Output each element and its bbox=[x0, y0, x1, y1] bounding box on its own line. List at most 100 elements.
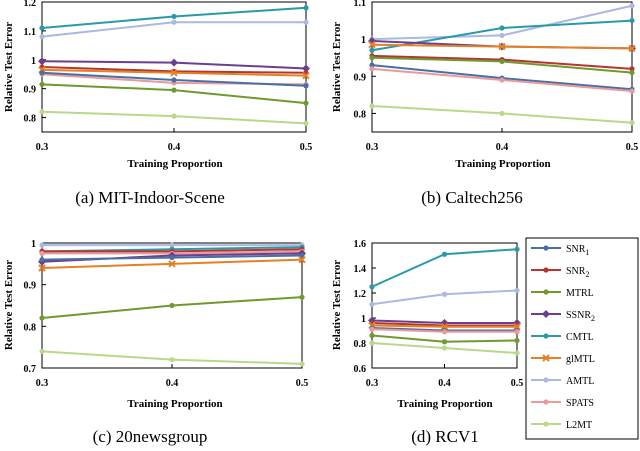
data-point bbox=[369, 301, 375, 307]
y-tick-label: 1.2 bbox=[354, 289, 367, 300]
data-point bbox=[39, 81, 45, 87]
y-tick-label: 0.6 bbox=[354, 364, 367, 375]
series-amtl bbox=[369, 287, 520, 307]
data-point bbox=[39, 348, 45, 354]
series-spats bbox=[369, 66, 635, 94]
data-point bbox=[169, 302, 175, 309]
data-point bbox=[303, 19, 309, 25]
y-tick-label: 0.8 bbox=[24, 114, 37, 125]
y-tick-label: 0.7 bbox=[24, 364, 37, 375]
legend-label: CMTL bbox=[566, 332, 594, 343]
series-spats bbox=[369, 326, 520, 335]
legend-label: glMTL bbox=[566, 354, 595, 365]
series-snr1 bbox=[39, 70, 309, 89]
series-l2mt bbox=[39, 348, 305, 367]
x-axis-label: Training Proportion bbox=[127, 158, 222, 170]
legend-marker bbox=[543, 421, 549, 427]
legend-marker bbox=[542, 310, 550, 318]
series-l2mt bbox=[39, 109, 309, 126]
data-point bbox=[171, 13, 177, 20]
data-point bbox=[369, 47, 375, 53]
legend-item-spats: SPATS bbox=[531, 398, 594, 409]
data-point bbox=[629, 88, 635, 94]
series-glmtl bbox=[368, 41, 636, 53]
data-point bbox=[169, 254, 175, 261]
data-point bbox=[170, 69, 178, 77]
x-tick-label: 0.5 bbox=[300, 142, 313, 153]
data-point bbox=[441, 251, 448, 257]
y-tick-label: 0.9 bbox=[24, 85, 37, 96]
data-point bbox=[169, 357, 175, 363]
data-point bbox=[440, 323, 449, 331]
data-point bbox=[39, 315, 45, 321]
data-point bbox=[514, 350, 520, 356]
y-tick-label: 1.2 bbox=[24, 0, 37, 9]
data-point bbox=[39, 257, 45, 263]
y-tick-label: 0.9 bbox=[24, 281, 37, 292]
data-point bbox=[514, 337, 520, 344]
data-point bbox=[513, 323, 521, 331]
legend-item-glmtl: glMTL bbox=[531, 354, 595, 365]
legend-marker bbox=[542, 354, 550, 362]
legend-item-ssnr2: SSNR2 bbox=[531, 310, 595, 323]
chart-panel-caltech256: 0.8 0.9 1 1.1 0.3 0.4 0.5 Training Proportion Re… bbox=[331, 0, 638, 207]
data-point bbox=[629, 69, 635, 76]
data-point bbox=[303, 5, 309, 11]
series-mtrl bbox=[369, 55, 635, 76]
series-mtrl bbox=[39, 81, 309, 106]
y-tick-label: 0.8 bbox=[354, 109, 367, 120]
legend-item-snr2: SNR2 bbox=[531, 266, 589, 279]
data-point bbox=[299, 252, 305, 259]
data-point bbox=[499, 58, 505, 65]
y-tick-label: 1.1 bbox=[24, 27, 37, 38]
data-point bbox=[39, 34, 45, 40]
x-tick-label: 0.4 bbox=[168, 142, 181, 153]
data-point bbox=[303, 100, 309, 106]
data-point bbox=[39, 109, 45, 115]
x-tick-label: 0.3 bbox=[366, 142, 379, 153]
series-l2mt bbox=[369, 103, 635, 126]
series-snr1 bbox=[39, 252, 305, 263]
data-point bbox=[369, 66, 375, 72]
legend: SNR1 SNR2 MTRL SSNR2 CMTL glMTL AMTL SPATS L2MT bbox=[525, 237, 639, 440]
panel-caption: (c) 20newsgroup bbox=[93, 427, 208, 446]
legend-label: SNR1 bbox=[566, 244, 589, 257]
series-amtl bbox=[39, 19, 309, 40]
data-point bbox=[302, 71, 310, 80]
data-point bbox=[369, 284, 375, 290]
legend-marker bbox=[543, 245, 549, 251]
series-line-mtrl bbox=[41, 83, 307, 105]
legend-label: MTRL bbox=[566, 288, 594, 299]
y-axis-label: Relative Test Error bbox=[331, 22, 343, 112]
data-point bbox=[369, 340, 375, 346]
y-tick-label: 1 bbox=[31, 56, 36, 67]
panel-caption: (a) MIT-Indoor-Scene bbox=[75, 188, 225, 207]
series-glmtl bbox=[38, 255, 306, 272]
data-point bbox=[514, 329, 520, 335]
data-point bbox=[298, 255, 306, 264]
chart-panel-20newsgroup: 0.7 0.8 0.9 1 0.3 0.4 0.5 Training Proportion Re… bbox=[3, 239, 308, 446]
data-point bbox=[39, 70, 45, 76]
x-axis-label: Training Proportion bbox=[455, 158, 550, 170]
legend-item-l2mt: L2MT bbox=[531, 420, 592, 431]
series-cmtl bbox=[39, 5, 309, 31]
x-tick-label: 0.3 bbox=[36, 378, 49, 389]
series-glmtl bbox=[38, 66, 310, 80]
x-axis-label: Training Proportion bbox=[127, 398, 222, 410]
data-point bbox=[168, 260, 176, 268]
data-point bbox=[629, 120, 635, 126]
data-point bbox=[514, 287, 520, 294]
data-point bbox=[171, 87, 177, 93]
legend-item-amtl: AMTL bbox=[531, 376, 594, 387]
legend-label: SSNR2 bbox=[566, 310, 595, 323]
data-point bbox=[170, 58, 178, 67]
x-tick-label: 0.5 bbox=[296, 378, 309, 389]
data-point bbox=[171, 77, 177, 83]
data-point bbox=[629, 3, 635, 9]
x-tick-label: 0.5 bbox=[626, 142, 639, 153]
y-axis-label: Relative Test Error bbox=[3, 260, 15, 350]
x-tick-label: 0.4 bbox=[438, 378, 451, 389]
series-l2mt bbox=[369, 340, 520, 356]
data-point bbox=[369, 332, 375, 339]
legend-label: SNR2 bbox=[566, 266, 589, 279]
